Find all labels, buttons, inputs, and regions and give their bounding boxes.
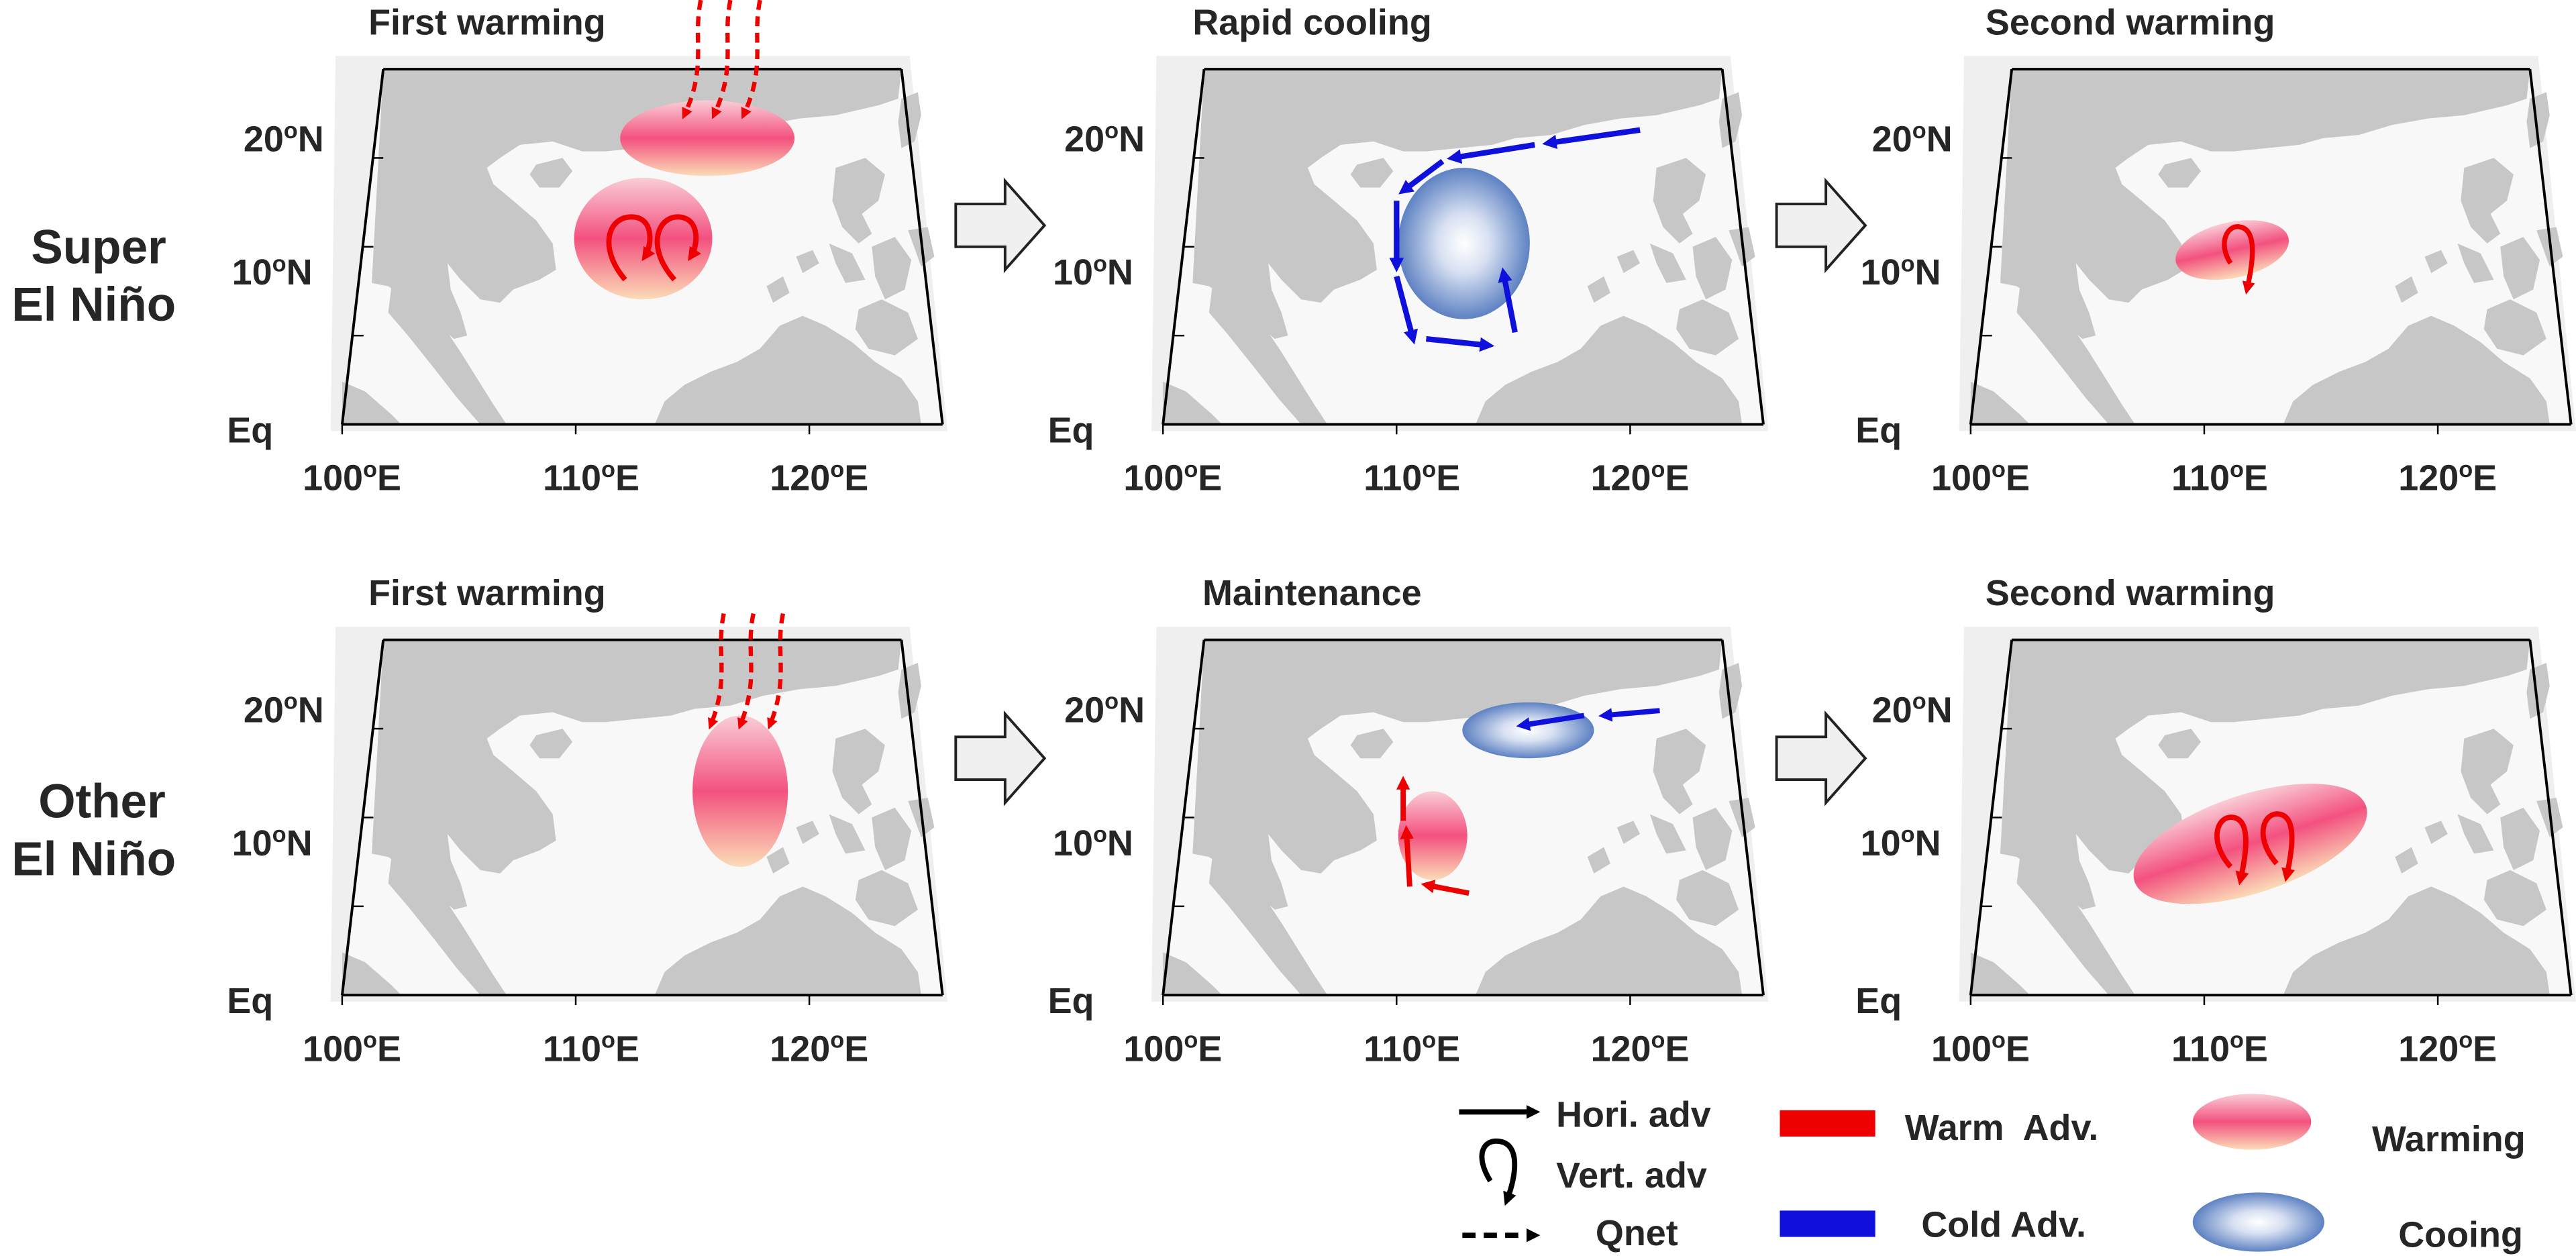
tick-label-eq: Eq	[1855, 411, 1902, 451]
tick-label-10n: 10oN	[232, 822, 313, 863]
warming-blob	[692, 715, 788, 868]
tick-label-100e: 100oE	[1931, 1028, 2030, 1069]
tick-label-eq: Eq	[1855, 981, 1902, 1021]
tick-label-110e: 110oE	[1363, 457, 1460, 498]
tick-label-110e: 110oE	[2171, 457, 2268, 498]
vertical-advection-arrows	[2214, 811, 2296, 886]
tick-label-eq: Eq	[227, 411, 273, 451]
tick-label-10n: 10oN	[1861, 252, 1941, 293]
tick-label-120e: 120oE	[770, 457, 868, 498]
panel-title: First warming	[368, 573, 606, 613]
panel-other-second-warming: Second warming 20oN 10oN Eq 100oE 110oE …	[1855, 573, 2576, 1069]
row-label-super-line2: El Niño	[11, 278, 176, 331]
cooling-blob	[1462, 702, 1594, 759]
tick-label-20n: 20oN	[244, 689, 324, 731]
transition-arrow-icon	[954, 177, 1047, 274]
transition-arrow-icon	[1775, 710, 1867, 806]
legend: Hori. adv Vert. adv Qnet Warm Adv. Cold …	[1459, 1094, 2526, 1255]
legend-qnet: Qnet	[1596, 1213, 1678, 1253]
transition-arrow-icon	[1775, 177, 1867, 274]
tick-label-20n: 20oN	[1064, 689, 1145, 731]
tick-label-120e: 120oE	[770, 1028, 868, 1069]
tick-label-20n: 20oN	[1872, 118, 1953, 160]
tick-label-100e: 100oE	[303, 457, 401, 498]
tick-labels: 20oN 10oN Eq 100oE 110oE 120oE	[227, 118, 868, 498]
row-label-super-line1: Super	[31, 221, 166, 274]
tick-label-100e: 100oE	[1123, 457, 1222, 498]
tick-label-20n: 20oN	[244, 118, 324, 160]
tick-label-10n: 10oN	[1053, 252, 1133, 293]
panel-super-first-warming: First warming 20oN 10oN Eq 100oE 110oE 1…	[227, 0, 949, 498]
tick-label-120e: 120oE	[2398, 457, 2497, 498]
tick-labels: 20oN 10oN Eq 100oE 110oE 120oE	[1855, 118, 2497, 498]
legend-warming: Warming	[2372, 1119, 2526, 1159]
cooling-swatch	[2192, 1192, 2324, 1252]
vertical-advection-arrows	[606, 214, 701, 282]
tick-labels: 20oN 10oN Eq 100oE 110oE 120oE	[1855, 689, 2497, 1069]
tick-label-eq: Eq	[227, 981, 273, 1021]
tick-label-100e: 100oE	[303, 1028, 401, 1069]
legend-warm-adv: Warm Adv.	[1905, 1108, 2099, 1148]
tick-label-120e: 120oE	[1591, 1028, 1690, 1069]
tick-labels: 20oN 10oN Eq 100oE 110oE 120oE	[1048, 118, 1690, 498]
tick-label-100e: 100oE	[1931, 457, 2030, 498]
horizontal-advection-arrows	[1389, 127, 1641, 352]
warming-swatch	[2192, 1094, 2312, 1150]
tick-labels: 20oN 10oN Eq 100oE 110oE 120oE	[1048, 689, 1690, 1069]
tick-label-10n: 10oN	[232, 252, 313, 293]
warming-blob	[1398, 791, 1467, 880]
row-label-other-line1: Other	[38, 775, 166, 828]
warm-advection-arrows	[1396, 776, 1470, 896]
legend-cooling: Cooing	[2398, 1214, 2523, 1255]
warming-blob	[574, 177, 713, 300]
qnet-arrows	[682, 0, 762, 119]
tick-label-20n: 20oN	[1064, 118, 1145, 160]
panel-super-rapid-cooling: Rapid cooling 20oN 10oN Eq 100oE 110oE 1…	[1048, 3, 1770, 498]
tick-label-110e: 110oE	[1363, 1028, 1460, 1069]
panel-title: Maintenance	[1202, 573, 1422, 613]
warming-blob	[620, 100, 795, 176]
tick-label-120e: 120oE	[2398, 1028, 2497, 1069]
cold-advection-arrows	[1516, 708, 1660, 731]
tick-label-10n: 10oN	[1053, 822, 1133, 863]
cooling-blob	[1398, 168, 1530, 319]
warming-blob	[2175, 220, 2289, 280]
vert-adv-arrow-icon	[1479, 1138, 1518, 1206]
row-label-other-line2: El Niño	[11, 833, 176, 886]
qnet-arrows	[708, 613, 786, 730]
panel-title: Rapid cooling	[1192, 3, 1431, 43]
panel-other-first-warming: First warming 20oN 10oN Eq 100oE 110oE 1…	[227, 573, 949, 1069]
transition-arrow-icon	[954, 710, 1047, 806]
tick-label-100e: 100oE	[1123, 1028, 1222, 1069]
panel-other-maintenance: Maintenance 20oN 10oN Eq 100oE 110oE 120…	[1048, 573, 1770, 1069]
tick-label-120e: 120oE	[1591, 457, 1690, 498]
tick-labels: 20oN 10oN Eq 100oE 110oE 120oE	[227, 689, 868, 1069]
tick-label-110e: 110oE	[2171, 1028, 2268, 1069]
cold-adv-swatch	[1780, 1210, 1875, 1237]
tick-label-10n: 10oN	[1861, 822, 1941, 863]
tick-label-110e: 110oE	[543, 457, 639, 498]
vertical-advection-arrow	[2222, 224, 2255, 295]
panel-super-second-warming: Second warming 20oN 10oN Eq 100oE 110oE …	[1855, 3, 2576, 498]
legend-cold-adv: Cold Adv.	[1921, 1205, 2086, 1245]
tick-label-110e: 110oE	[543, 1028, 639, 1069]
warming-blob	[2133, 784, 2367, 904]
legend-vert-adv: Vert. adv	[1556, 1155, 1707, 1196]
panel-title: Second warming	[1986, 3, 2275, 43]
tick-label-20n: 20oN	[1872, 689, 1953, 731]
panel-title: Second warming	[1986, 573, 2275, 613]
panel-title: First warming	[368, 3, 606, 43]
tick-label-eq: Eq	[1048, 411, 1094, 451]
tick-label-eq: Eq	[1048, 981, 1094, 1021]
legend-hori-adv: Hori. adv	[1556, 1094, 1711, 1135]
warm-adv-swatch	[1780, 1110, 1875, 1137]
